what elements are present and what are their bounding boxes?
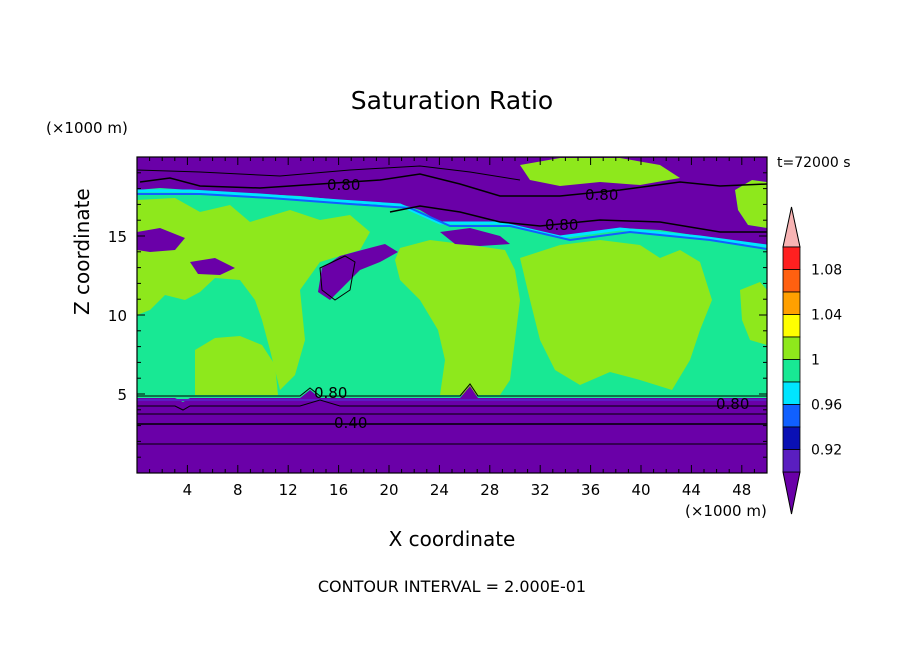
contour-upper-3	[389, 205, 767, 233]
colorbar-swatch	[782, 381, 801, 405]
x-tick-label: 28	[480, 481, 499, 499]
colorbar-bottom-extend	[782, 471, 801, 515]
x-tick-label: 32	[531, 481, 550, 499]
colorbar-swatch	[782, 426, 801, 450]
contour-interval-note: CONTOUR INTERVAL = 2.000E-01	[317, 577, 587, 596]
colorbar-tick-label: 1.08	[811, 263, 842, 279]
contour-label: 0.80	[314, 384, 347, 402]
colorbar-swatch	[782, 291, 801, 315]
contour-label: 0.80	[545, 216, 578, 234]
field-lime-lower-left	[195, 336, 278, 395]
field-blue-rim	[137, 193, 767, 250]
colorbar-swatch	[782, 449, 801, 473]
x-axis-label-text: X coordinate	[388, 527, 516, 551]
field-lime-center	[395, 240, 520, 395]
x-tick-label: 36	[581, 481, 600, 499]
colorbar-tick-label: 1.04	[811, 308, 842, 324]
colorbar-swatch	[782, 404, 801, 428]
contour-label: 0.80	[585, 186, 618, 204]
field-dry-intrusion-mid	[318, 244, 398, 300]
field-dry-intrusion-center	[440, 228, 510, 246]
x-tick-label: 40	[631, 481, 650, 499]
field-dry-intrusion-left	[137, 228, 185, 252]
x-tick-label: 24	[430, 481, 449, 499]
x-axis-label: X coordinate	[0, 527, 904, 551]
y-tick-label: 10	[108, 307, 127, 325]
contour-lines	[137, 165, 767, 445]
x-axis-unit: (×1000 m)	[685, 502, 767, 520]
time-label: t=72000 s	[777, 155, 851, 171]
colorbar-swatch	[782, 269, 801, 293]
contour-mid	[319, 255, 356, 301]
y-tick-label: 15	[108, 228, 127, 246]
field-dry-hole-top-center	[520, 158, 680, 186]
colorbar: 0.92 0.96 1 1.04 1.08	[782, 206, 842, 515]
colorbar-swatch	[782, 246, 801, 270]
field-lime-top-right	[735, 180, 767, 228]
colorbar-swatch	[782, 359, 801, 383]
contour-lower-2	[137, 399, 767, 411]
contour-label-group: 0.80 0.80 0.80 0.80 0.80 0.40	[314, 176, 749, 432]
contour-label: 0.40	[334, 414, 367, 432]
x-tick-label: 44	[682, 481, 701, 499]
field-lime-right-edge	[740, 282, 767, 345]
field-lime-upper-left	[137, 198, 370, 390]
colorbar-swatch	[782, 336, 801, 360]
field-layer	[137, 157, 767, 473]
colorbar-tick-label: 1	[811, 353, 820, 369]
x-tick-label: 48	[732, 481, 751, 499]
x-tick-label: 16	[329, 481, 348, 499]
x-tick-label: 12	[279, 481, 298, 499]
x-tick-label: 20	[379, 481, 398, 499]
contour-upper-1	[139, 173, 767, 197]
colorbar-tick-label: 0.96	[811, 398, 842, 414]
chart-title: Saturation Ratio	[350, 86, 554, 115]
field-cyan-rim	[137, 189, 767, 248]
contour-lower-1	[137, 383, 767, 397]
contour-label: 0.80	[716, 395, 749, 413]
contour-upper-2	[137, 165, 521, 181]
field-dry-intrusion-left2	[190, 258, 235, 275]
x-tick-label: 4	[183, 481, 193, 499]
y-tick-label: 5	[117, 386, 127, 404]
contour-label: 0.80	[327, 176, 360, 194]
colorbar-swatch	[782, 314, 801, 338]
x-tick-label: 8	[233, 481, 243, 499]
field-lower-dry-layer	[137, 386, 767, 473]
colorbar-top-extend	[782, 206, 801, 248]
y-axis-unit: (×1000 m)	[46, 119, 128, 137]
field-lime-center-right	[520, 240, 712, 390]
colorbar-tick-label: 0.92	[811, 443, 842, 459]
